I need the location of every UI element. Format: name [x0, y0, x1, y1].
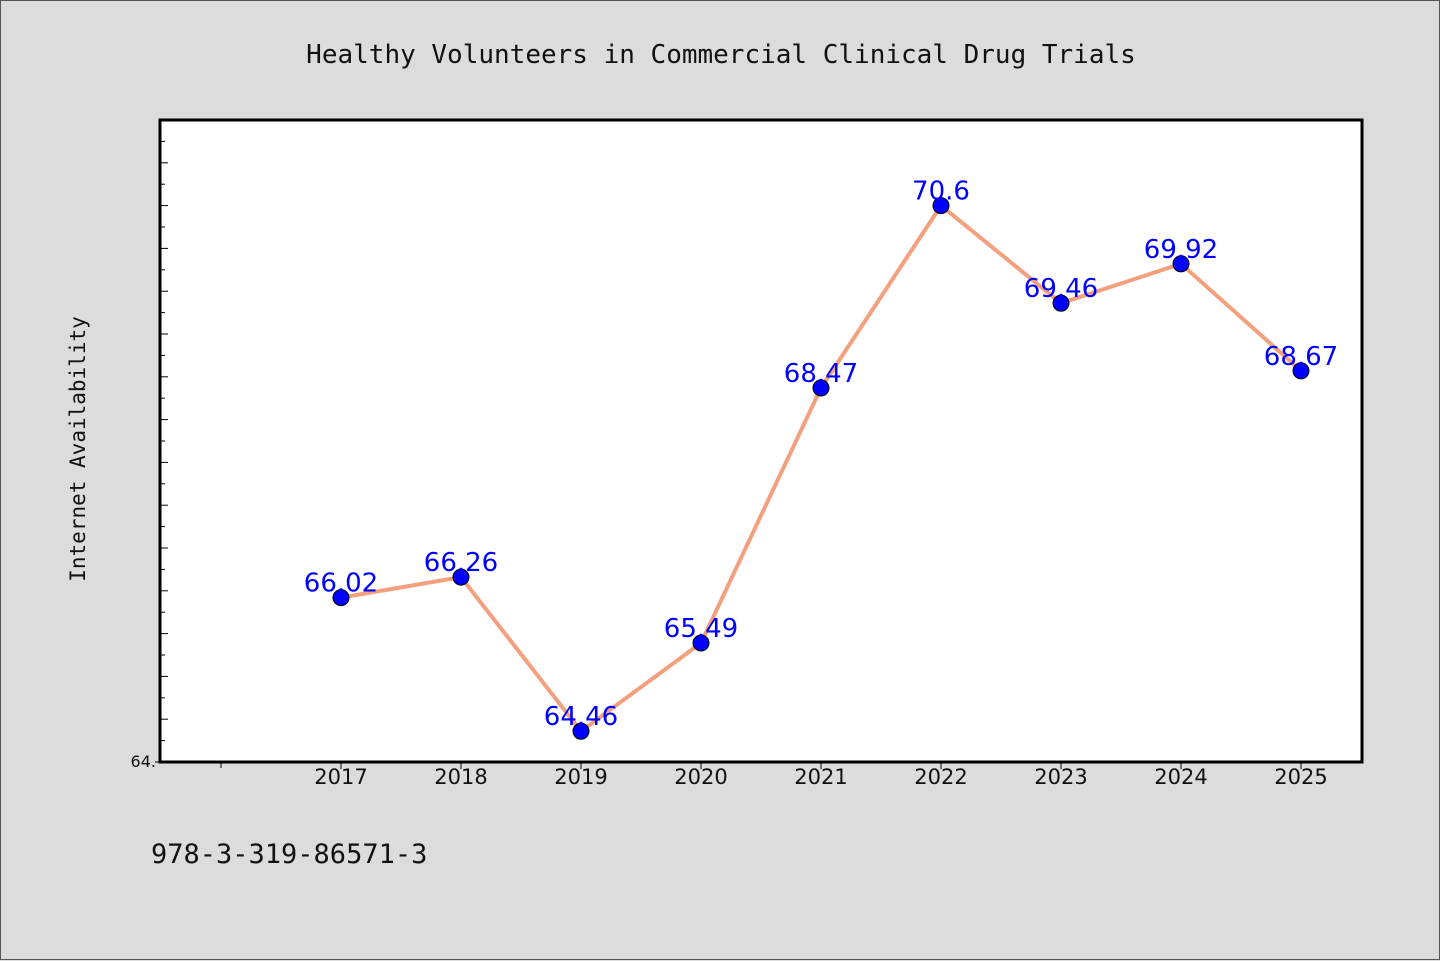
x-tick-label: 2018 [434, 765, 487, 789]
x-tick-label: 2022 [914, 765, 967, 789]
data-label: 64.46 [544, 702, 618, 732]
x-tick-label: 2017 [314, 765, 367, 789]
data-label: 66.02 [304, 569, 378, 599]
data-label: 69.46 [1024, 274, 1098, 304]
data-label: 65.49 [664, 614, 738, 644]
chart-title: Healthy Volunteers in Commercial Clinica… [306, 40, 1136, 70]
x-tick-label: 2020 [674, 765, 727, 789]
data-point-marker [572, 722, 590, 740]
footer-text: 978-3-319-86571-3 [151, 839, 427, 870]
data-label: 69.92 [1144, 235, 1218, 265]
data-point-marker [692, 634, 710, 652]
data-point-marker [932, 197, 950, 215]
data-point-marker [332, 589, 350, 607]
series-line: 66.02 66.26 64.46 65.49 68.47 70.6 69.46 69.92 6… [304, 177, 1338, 740]
data-point-marker [1292, 362, 1310, 380]
data-point-marker [1172, 255, 1190, 273]
plot-area [158, 118, 1364, 764]
x-tick-label: 2021 [794, 765, 847, 789]
y-axis-ticks [155, 119, 168, 763]
y-axis-label: Internet Availability [66, 316, 90, 582]
data-label: 68.47 [784, 359, 858, 389]
y-tick-label: 64. [131, 752, 156, 771]
data-point-marker [812, 379, 830, 397]
data-label: 70.6 [912, 177, 970, 207]
data-point-marker [1052, 294, 1070, 312]
x-axis: 2017 2018 2019 2020 2021 2022 2023 2024 2025 [220, 762, 1328, 789]
data-label: 66.26 [424, 548, 498, 578]
x-tick-label: 2019 [554, 765, 607, 789]
x-tick-label: 2025 [1274, 765, 1327, 789]
x-tick-label: 2024 [1154, 765, 1207, 789]
data-label: 68.67 [1264, 342, 1338, 372]
data-point-marker [452, 568, 470, 586]
x-tick-label: 2023 [1034, 765, 1087, 789]
